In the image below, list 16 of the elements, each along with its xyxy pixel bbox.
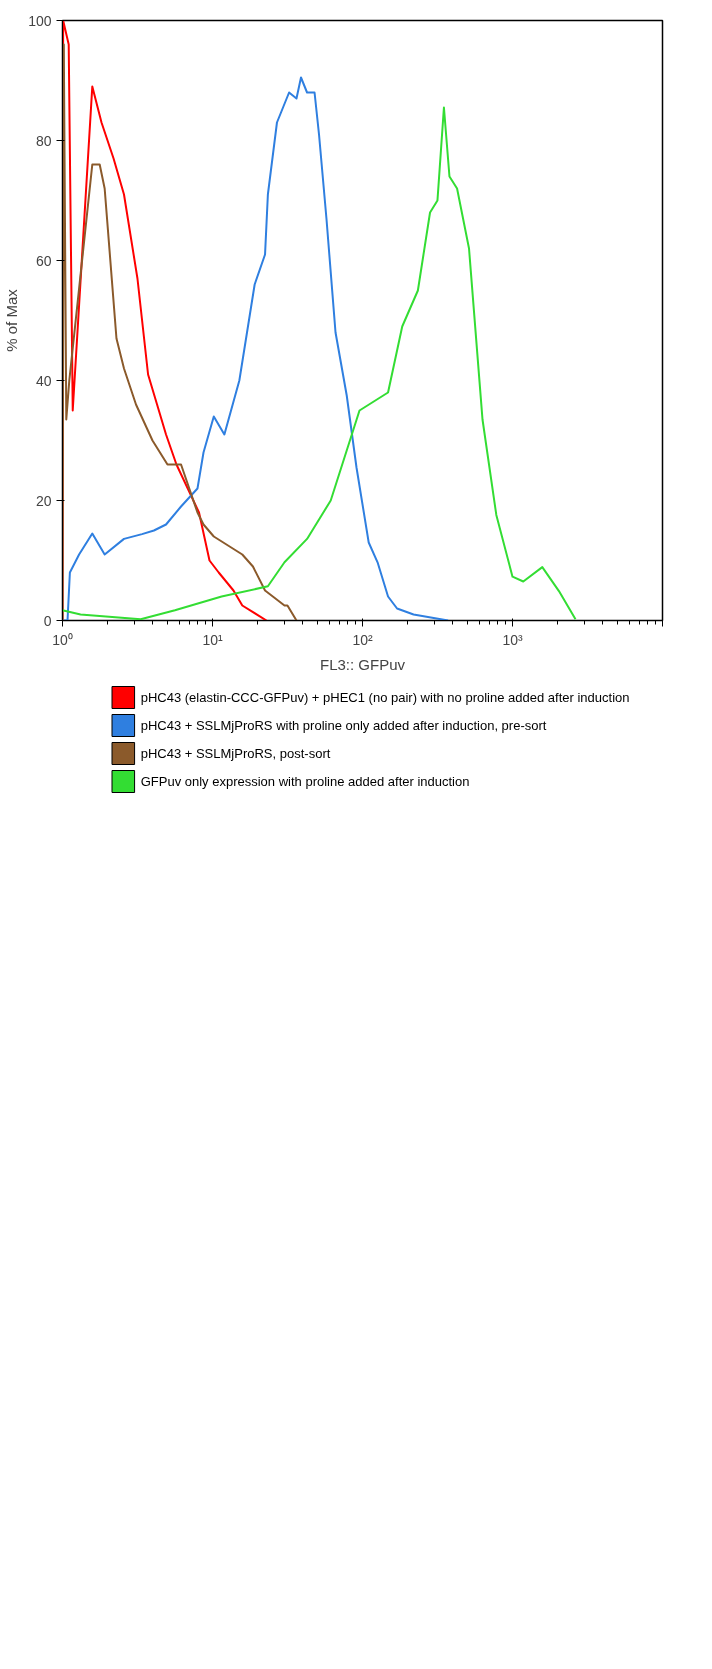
x-tick-label: 10⁰ [52,631,73,648]
y-tick-label: 100 [28,12,52,29]
legend-label: pHC43 + SSLMjProRS with proline only added after induction, pre-sort [140,718,547,733]
x-tick-label: 10³ [502,631,523,648]
legend-label: pHC43 + SSLMjProRS, post-sort [140,746,331,761]
legend-label: GFPuv only expression with proline added after induction [140,774,470,789]
y-tick-label: 40 [35,372,52,389]
x-tick-label: 10¹ [202,631,223,648]
y-tick-label: 80 [35,132,52,149]
x-axis-title: FL3:: GFPuv [319,655,406,673]
y-tick-label: 60 [35,252,52,269]
legend-label: pHC43 (elastin-CCC-GFPuv) + pHEC1 (no pair) with no proline added after induction [140,690,630,705]
y-tick-label: 20 [35,492,52,509]
x-tick-label: 10² [352,631,373,648]
y-tick-label: 0 [43,612,52,629]
y-axis-title: % of Max [3,288,21,352]
